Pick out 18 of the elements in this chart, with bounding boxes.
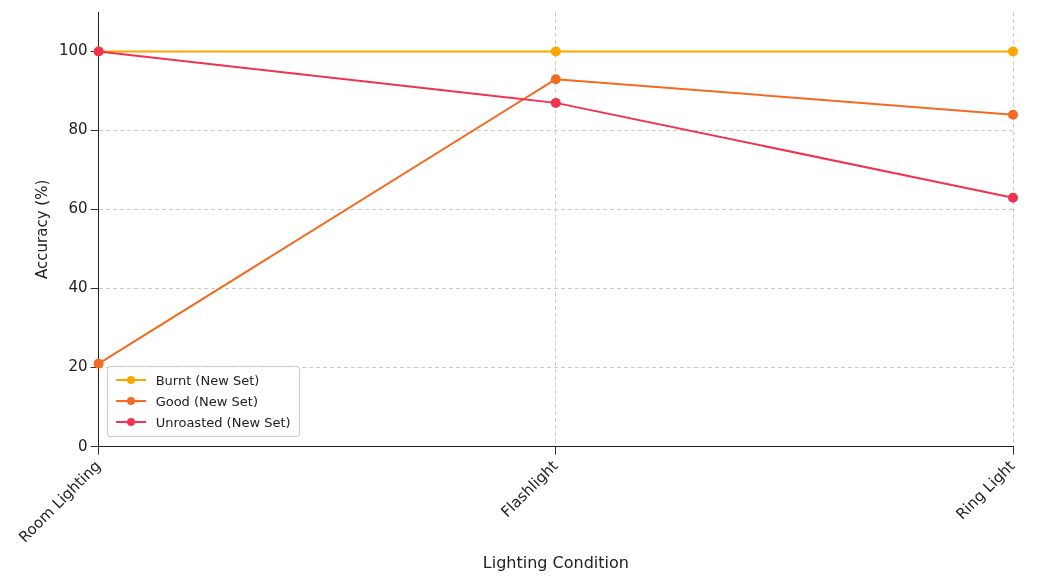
y-tick-label: 60 [68,199,88,218]
legend-label: Burnt (New Set) [155,372,260,388]
point [550,46,561,57]
legend-label: Good (New Set) [155,393,258,409]
point [1008,46,1018,57]
point [550,74,561,85]
point [1008,109,1018,120]
y-tick-label: 0 [78,436,88,455]
y-tick-label: 100 [58,41,88,60]
y-tick-label: 80 [68,120,88,139]
y-axis-title: Accuracy (%) [32,179,51,279]
y-tick-label: 40 [68,278,88,297]
x-axis-title: Lighting Condition [482,552,629,572]
y-tick-label: 20 [68,357,88,376]
legend-label: Unroasted (New Set) [155,414,291,430]
point [1008,192,1018,203]
point [550,97,561,108]
point [93,358,104,369]
